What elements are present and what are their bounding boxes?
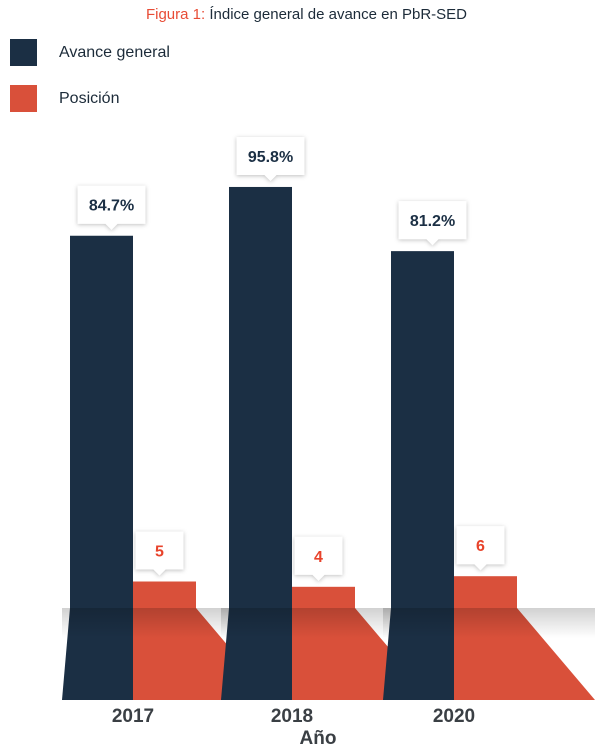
legend-label-posicion: Posición: [59, 89, 120, 107]
label-posicion-2020: 6: [456, 526, 505, 571]
label-avance-2017: 84.7%: [77, 185, 146, 230]
legend-label-avance: Avance general: [59, 43, 170, 61]
x-tick-2020: 2020: [433, 706, 475, 727]
chart-title-prefix: Figura 1:: [145, 6, 206, 23]
label-posicion-2020-box: [456, 526, 505, 571]
label-posicion-2017-box: [135, 531, 184, 576]
bar-avance-2017: [70, 235, 133, 608]
x-tick-2018: 2018: [271, 706, 313, 727]
label-avance-2017-box: [77, 185, 146, 230]
label-avance-2017-text: 84.7%: [89, 198, 134, 215]
x-tick-2017: 2017: [112, 706, 154, 727]
chart-title-text: Índice general de avance en PbR-SED: [209, 6, 468, 23]
bar-avance-2020: [391, 251, 454, 608]
label-posicion-2018: 4: [294, 536, 343, 581]
bar-posicion-2020: [454, 576, 517, 608]
floor-shade-2020: [383, 608, 595, 638]
label-avance-2018-box: [236, 136, 305, 181]
label-posicion-2018-text: 4: [314, 549, 323, 566]
bar-posicion-2017: [133, 581, 196, 608]
label-posicion-2017: 5: [135, 531, 184, 576]
chart-title: Figura 1: Índice general de avance en Pb…: [0, 6, 613, 23]
label-posicion-2017-text: 5: [155, 544, 164, 561]
x-axis-label: Año: [300, 728, 337, 749]
label-avance-2020: 81.2%: [398, 201, 467, 246]
legend-item-posicion: Posición: [10, 85, 119, 112]
label-posicion-2018-box: [294, 536, 343, 581]
bar-posicion-2018: [292, 586, 355, 608]
label-posicion-2020-text: 6: [476, 538, 485, 555]
label-avance-2020-text: 81.2%: [410, 213, 455, 230]
legend-swatch-avance: [10, 39, 37, 66]
label-avance-2020-box: [398, 201, 467, 246]
label-avance-2018: 95.8%: [236, 136, 305, 181]
legend-item-avance: Avance general: [10, 39, 170, 66]
label-avance-2018-text: 95.8%: [248, 149, 293, 166]
legend-swatch-posicion: [10, 85, 37, 112]
bar-avance-2018: [229, 186, 292, 609]
